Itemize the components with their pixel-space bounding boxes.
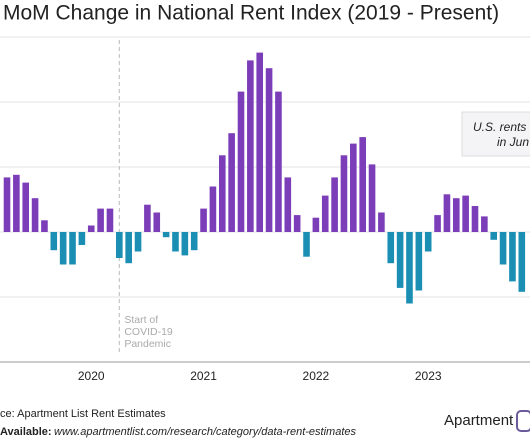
bar [78, 232, 86, 245]
bar [134, 232, 142, 252]
bar [153, 212, 161, 232]
bar [69, 232, 76, 265]
available-url: www.apartmentlist.com/research/category/… [54, 426, 357, 438]
source: ce: Apartment List Rent Estimates [0, 408, 166, 420]
available-label: Available: [0, 426, 52, 438]
bar [116, 232, 123, 258]
bar [396, 232, 404, 288]
bar [50, 232, 58, 251]
x-tick-label: 2022 [303, 369, 330, 383]
x-tick-label: 2020 [78, 369, 105, 383]
x-tick-label: 2021 [190, 369, 217, 383]
bar [237, 91, 245, 232]
bar [350, 143, 357, 232]
covid-note: Pandemic [124, 338, 171, 350]
bar [340, 155, 348, 232]
bar [41, 220, 48, 232]
callout-text: in Jun [497, 135, 529, 149]
bar [209, 186, 217, 232]
bar [424, 232, 432, 252]
bar [144, 204, 151, 232]
bar [452, 198, 460, 232]
bar [415, 232, 423, 291]
bar [443, 194, 451, 232]
bar [312, 217, 320, 232]
callout-box [461, 111, 530, 157]
bar [200, 208, 207, 232]
bar [481, 216, 488, 232]
bar [3, 177, 11, 232]
bar [275, 91, 282, 232]
bar [106, 208, 114, 232]
callout-text: U.S. rents [473, 120, 526, 134]
brand: Apartment [444, 412, 514, 429]
bar [471, 206, 479, 232]
bar [87, 225, 95, 232]
bar [378, 212, 385, 232]
bar [331, 177, 338, 232]
bar [125, 232, 132, 264]
bar [499, 232, 507, 265]
bar [321, 195, 329, 232]
bar [162, 232, 170, 238]
bar [172, 232, 179, 252]
bar [265, 68, 273, 232]
bar [256, 52, 264, 232]
bar [181, 232, 189, 256]
bar [22, 182, 30, 232]
brand-icon [516, 410, 530, 432]
bar [284, 177, 292, 232]
bar [59, 232, 67, 265]
bar [509, 232, 516, 282]
bar [368, 164, 376, 232]
bar [490, 232, 498, 240]
bar [31, 198, 39, 232]
bar [218, 155, 226, 232]
bar [303, 232, 310, 257]
covid-note: Start of [124, 314, 158, 326]
bar [359, 137, 366, 232]
bar [462, 195, 469, 232]
bar [387, 232, 395, 264]
bar [406, 232, 413, 304]
bar [247, 60, 254, 233]
bar [13, 174, 20, 232]
x-tick-label: 2023 [415, 369, 442, 383]
covid-note: COVID-19 [124, 326, 173, 338]
bar [97, 208, 104, 232]
bar [518, 232, 526, 292]
bar [293, 215, 301, 232]
chart-title: MoM Change in National Rent Index (2019 … [3, 2, 499, 25]
bar [190, 232, 198, 251]
bar [434, 215, 441, 232]
bar [228, 133, 235, 232]
